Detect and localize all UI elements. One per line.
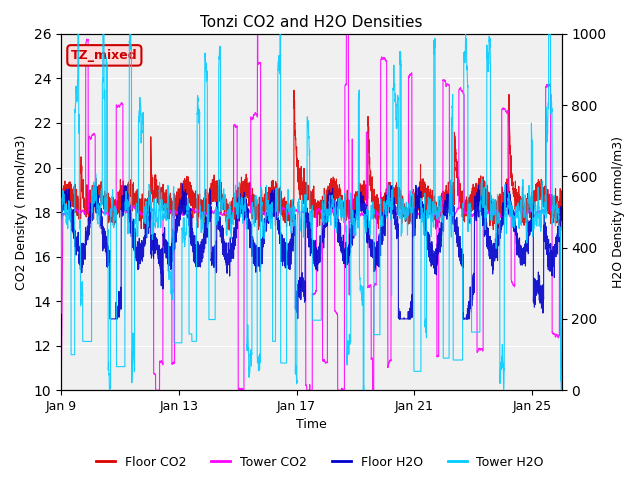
Legend: Floor CO2, Tower CO2, Floor H2O, Tower H2O: Floor CO2, Tower CO2, Floor H2O, Tower H… (91, 451, 549, 474)
Y-axis label: H2O Density (mmol/m3): H2O Density (mmol/m3) (612, 136, 625, 288)
Y-axis label: CO2 Density ( mmol/m3): CO2 Density ( mmol/m3) (15, 134, 28, 290)
X-axis label: Time: Time (296, 419, 326, 432)
Text: TZ_mixed: TZ_mixed (71, 49, 138, 62)
Title: Tonzi CO2 and H2O Densities: Tonzi CO2 and H2O Densities (200, 15, 422, 30)
